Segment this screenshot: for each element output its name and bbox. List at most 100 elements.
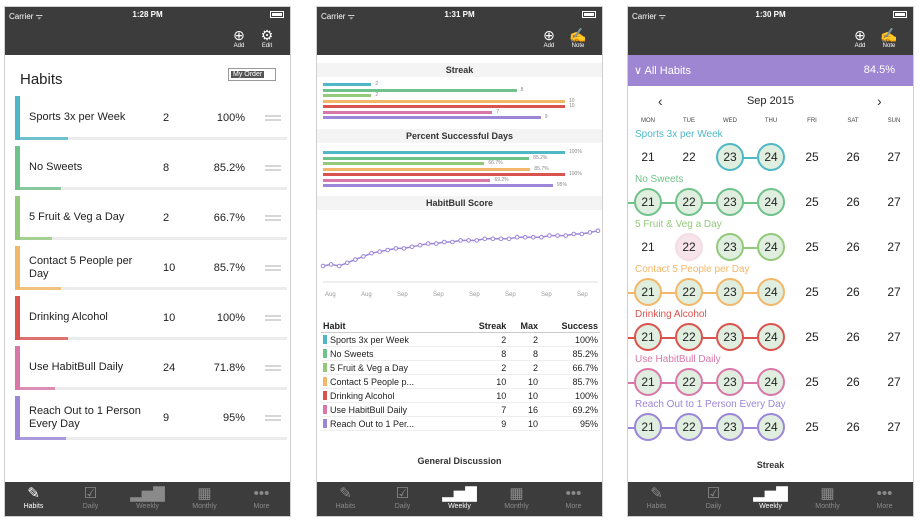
note-button[interactable]: ✍ Note	[877, 28, 901, 50]
calendar-day[interactable]: 21	[634, 278, 662, 306]
tab-more[interactable]: ••• More	[233, 482, 290, 516]
my-order-toggle[interactable]: My Order	[228, 68, 276, 81]
calendar-day[interactable]: 24	[757, 323, 785, 351]
calendar-day[interactable]: 22	[675, 233, 703, 261]
calendar-day[interactable]: 24	[757, 233, 785, 261]
calendar-day[interactable]: 21	[641, 240, 655, 254]
calendar-habit-label[interactable]: Contact 5 People per Day	[635, 264, 750, 275]
reorder-handle-icon[interactable]	[265, 265, 281, 271]
prev-month-button[interactable]: ‹	[658, 93, 663, 109]
habit-row[interactable]: Contact 5 People per Day 10 85.7%	[15, 246, 287, 292]
table-row[interactable]: Use HabitBull Daily 7 16 69.2%	[321, 402, 600, 417]
habit-row[interactable]: 5 Fruit & Veg a Day 2 66.7%	[15, 196, 287, 242]
reorder-handle-icon[interactable]	[265, 215, 281, 221]
next-month-button[interactable]: ›	[877, 93, 882, 109]
calendar-day[interactable]: 26	[846, 240, 860, 254]
table-row[interactable]: Drinking Alcohol 10 10 100%	[321, 388, 600, 403]
calendar-day[interactable]: 22	[675, 413, 703, 441]
add-button[interactable]: ⊕ Add	[537, 28, 561, 50]
reorder-handle-icon[interactable]	[265, 365, 281, 371]
tab-more[interactable]: ••• More	[856, 482, 913, 516]
tab-monthly[interactable]: ▦ Monthly	[799, 482, 856, 516]
calendar-day[interactable]: 25	[805, 330, 819, 344]
calendar-day[interactable]: 21	[634, 188, 662, 216]
calendar-day[interactable]: 26	[846, 285, 860, 299]
calendar-day[interactable]: 27	[887, 375, 901, 389]
calendar-day[interactable]: 21	[641, 150, 655, 164]
reorder-handle-icon[interactable]	[265, 415, 281, 421]
note-button[interactable]: ✍ Note	[566, 28, 590, 50]
calendar-day[interactable]: 25	[805, 240, 819, 254]
habit-row[interactable]: Drinking Alcohol 10 100%	[15, 296, 287, 342]
tab-weekly[interactable]: ▂▅▇ Weekly	[119, 482, 176, 516]
calendar-day[interactable]: 25	[805, 195, 819, 209]
tab-weekly[interactable]: ▂▅▇ Weekly	[431, 482, 488, 516]
calendar-day[interactable]: 26	[846, 150, 860, 164]
calendar-day[interactable]: 21	[634, 323, 662, 351]
table-row[interactable]: Sports 3x per Week 2 2 100%	[321, 332, 600, 347]
calendar-day[interactable]: 25	[805, 420, 819, 434]
calendar-day[interactable]: 24	[757, 188, 785, 216]
tab-daily[interactable]: ☑ Daily	[374, 482, 431, 516]
reorder-handle-icon[interactable]	[265, 315, 281, 321]
tab-daily[interactable]: ☑ Daily	[685, 482, 742, 516]
table-row[interactable]: Contact 5 People p... 10 10 85.7%	[321, 374, 600, 389]
calendar-day[interactable]: 21	[634, 368, 662, 396]
calendar-day[interactable]: 27	[887, 240, 901, 254]
calendar-habit-label[interactable]: Reach Out to 1 Person Every Day	[635, 399, 786, 410]
calendar-day[interactable]: 27	[887, 285, 901, 299]
calendar-day[interactable]: 23	[716, 323, 744, 351]
calendar-habit-label[interactable]: Sports 3x per Week	[635, 129, 723, 140]
calendar-habit-label[interactable]: No Sweets	[635, 174, 684, 185]
tab-daily[interactable]: ☑ Daily	[62, 482, 119, 516]
habit-row[interactable]: Reach Out to 1 Person Every Day 9 95%	[15, 396, 287, 442]
calendar-day[interactable]: 27	[887, 150, 901, 164]
calendar-day[interactable]: 21	[634, 413, 662, 441]
add-button[interactable]: ⊕ Add	[227, 28, 251, 50]
calendar-day[interactable]: 25	[805, 375, 819, 389]
calendar-day[interactable]: 26	[846, 195, 860, 209]
calendar-day[interactable]: 24	[757, 143, 785, 171]
calendar-habit-label[interactable]: Drinking Alcohol	[635, 309, 707, 320]
calendar-habit-label[interactable]: 5 Fruit & Veg a Day	[635, 219, 722, 230]
calendar-day[interactable]: 23	[716, 413, 744, 441]
habit-row[interactable]: Sports 3x per Week 2 100%	[15, 96, 287, 142]
habit-row[interactable]: No Sweets 8 85.2%	[15, 146, 287, 192]
calendar-day[interactable]: 26	[846, 420, 860, 434]
tab-monthly[interactable]: ▦ Monthly	[176, 482, 233, 516]
habit-row[interactable]: Use HabitBull Daily 24 71.8%	[15, 346, 287, 392]
tab-more[interactable]: ••• More	[545, 482, 602, 516]
calendar-day[interactable]: 25	[805, 285, 819, 299]
calendar-day[interactable]: 23	[716, 368, 744, 396]
edit-button[interactable]: ⚙ Edit	[255, 28, 279, 50]
calendar-day[interactable]: 26	[846, 375, 860, 389]
tab-habits[interactable]: ✎ Habits	[317, 482, 374, 516]
calendar-day[interactable]: 26	[846, 330, 860, 344]
table-row[interactable]: No Sweets 8 8 85.2%	[321, 346, 600, 361]
tab-habits[interactable]: ✎ Habits	[5, 482, 62, 516]
add-button[interactable]: ⊕ Add	[848, 28, 872, 50]
calendar-day[interactable]: 27	[887, 195, 901, 209]
calendar-day[interactable]: 24	[757, 368, 785, 396]
calendar-day[interactable]: 23	[716, 143, 744, 171]
tab-habits[interactable]: ✎ Habits	[628, 482, 685, 516]
tab-monthly[interactable]: ▦ Monthly	[488, 482, 545, 516]
reorder-handle-icon[interactable]	[265, 115, 281, 121]
all-habits-dropdown[interactable]: ∨ All Habits 84.5%	[628, 55, 913, 86]
calendar-day[interactable]: 22	[682, 150, 696, 164]
calendar-day[interactable]: 23	[716, 188, 744, 216]
calendar-day[interactable]: 27	[887, 330, 901, 344]
calendar-day[interactable]: 27	[887, 420, 901, 434]
calendar-day[interactable]: 23	[716, 278, 744, 306]
calendar-day[interactable]: 22	[675, 323, 703, 351]
tab-weekly[interactable]: ▂▅▇ Weekly	[742, 482, 799, 516]
calendar-day[interactable]: 22	[675, 368, 703, 396]
calendar-day[interactable]: 22	[675, 188, 703, 216]
table-row[interactable]: 5 Fruit & Veg a Day 2 2 66.7%	[321, 360, 600, 375]
calendar-day[interactable]: 22	[675, 278, 703, 306]
calendar-habit-label[interactable]: Use HabitBull Daily	[635, 354, 721, 365]
calendar-day[interactable]: 24	[757, 413, 785, 441]
calendar-day[interactable]: 24	[757, 278, 785, 306]
calendar-day[interactable]: 25	[805, 150, 819, 164]
reorder-handle-icon[interactable]	[265, 165, 281, 171]
